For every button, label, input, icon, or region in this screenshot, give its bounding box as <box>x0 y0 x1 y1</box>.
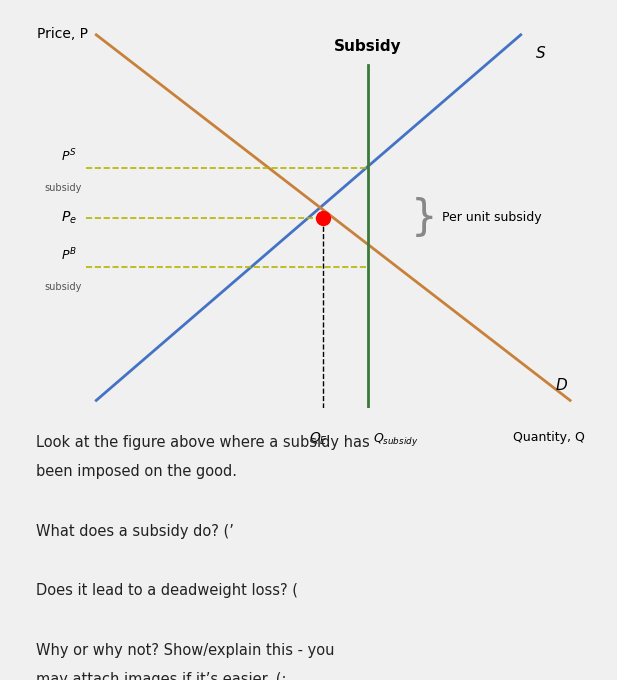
Text: subsidy: subsidy <box>44 184 81 193</box>
Text: Does it lead to a deadweight loss? (: Does it lead to a deadweight loss? ( <box>36 583 298 598</box>
Text: Why or why not? Show/explain this - you: Why or why not? Show/explain this - you <box>36 643 334 658</box>
Text: $Q_{subsidy}$: $Q_{subsidy}$ <box>373 431 418 448</box>
Text: Price, P: Price, P <box>37 27 88 41</box>
Text: S: S <box>536 46 545 61</box>
Text: Subsidy: Subsidy <box>334 39 402 54</box>
Text: $P^S$: $P^S$ <box>61 148 77 165</box>
Text: What does a subsidy do? (’: What does a subsidy do? (’ <box>36 524 234 539</box>
Text: $Q_E$: $Q_E$ <box>309 431 328 447</box>
Text: $P^B$: $P^B$ <box>60 247 77 263</box>
Text: $P_e$: $P_e$ <box>60 209 77 226</box>
Text: D: D <box>555 377 567 392</box>
Text: may attach images if it’s easier. (:: may attach images if it’s easier. (: <box>36 673 286 680</box>
Text: Look at the figure above where a subsidy has: Look at the figure above where a subsidy… <box>36 435 370 449</box>
Text: Per unit subsidy: Per unit subsidy <box>442 211 541 224</box>
Text: }: } <box>412 197 437 239</box>
Text: subsidy: subsidy <box>44 282 81 292</box>
Text: Quantity, Q: Quantity, Q <box>513 431 585 444</box>
Text: been imposed on the good.: been imposed on the good. <box>36 464 237 479</box>
